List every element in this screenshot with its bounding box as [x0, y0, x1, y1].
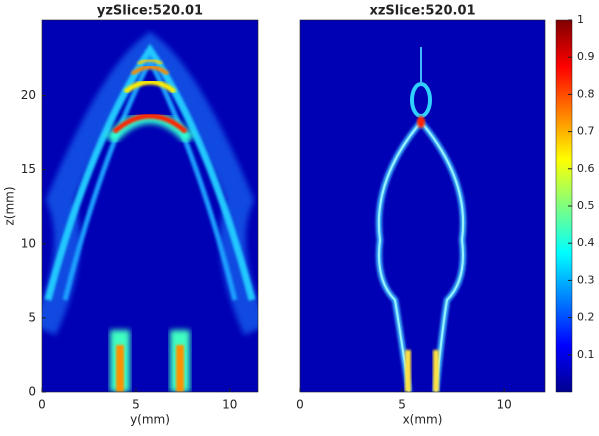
x-tick-label: 5 — [398, 398, 406, 412]
field-image — [300, 20, 545, 392]
y-tick-label: 0 — [28, 385, 36, 399]
y-tick-label: 5 — [28, 310, 36, 324]
x-tick-label: 5 — [132, 398, 140, 412]
field-image — [42, 20, 258, 392]
colorbar-tick-label: 0.7 — [577, 125, 595, 138]
y-tick-label: 10 — [21, 236, 36, 250]
x-tick-label: 10 — [222, 398, 237, 412]
colorbar-tick-label: 0.1 — [577, 348, 595, 361]
colorbar-tick-label: 0.5 — [577, 199, 595, 212]
y-axis-label: z(mm) — [3, 186, 17, 225]
colorbar-tick-label: 0.8 — [577, 87, 595, 100]
x-tick-label: 0 — [38, 398, 46, 412]
y-tick-label: 20 — [21, 88, 36, 102]
y-tick-label: 15 — [21, 162, 36, 176]
plot-frame — [299, 19, 546, 393]
colorbar-tick-label: 0.9 — [577, 50, 595, 63]
x-axis-label: x(mm) — [403, 413, 443, 427]
colorbar-tick-label: 0.6 — [577, 162, 595, 175]
colorbar-tick-label: 0.4 — [577, 236, 595, 249]
colorbar-tick-label: 0.2 — [577, 311, 595, 324]
chart-title: yzSlice:520.01 — [97, 4, 203, 19]
x-tick-label: 10 — [497, 398, 512, 412]
x-tick-label: 0 — [296, 398, 304, 412]
plot-frame — [41, 19, 259, 393]
x-axis-label: y(mm) — [130, 413, 170, 427]
colorbar-tick-label: 0.3 — [577, 273, 595, 286]
colorbar-tick-label: 1 — [577, 13, 584, 26]
chart-title: xzSlice:520.01 — [369, 4, 475, 19]
